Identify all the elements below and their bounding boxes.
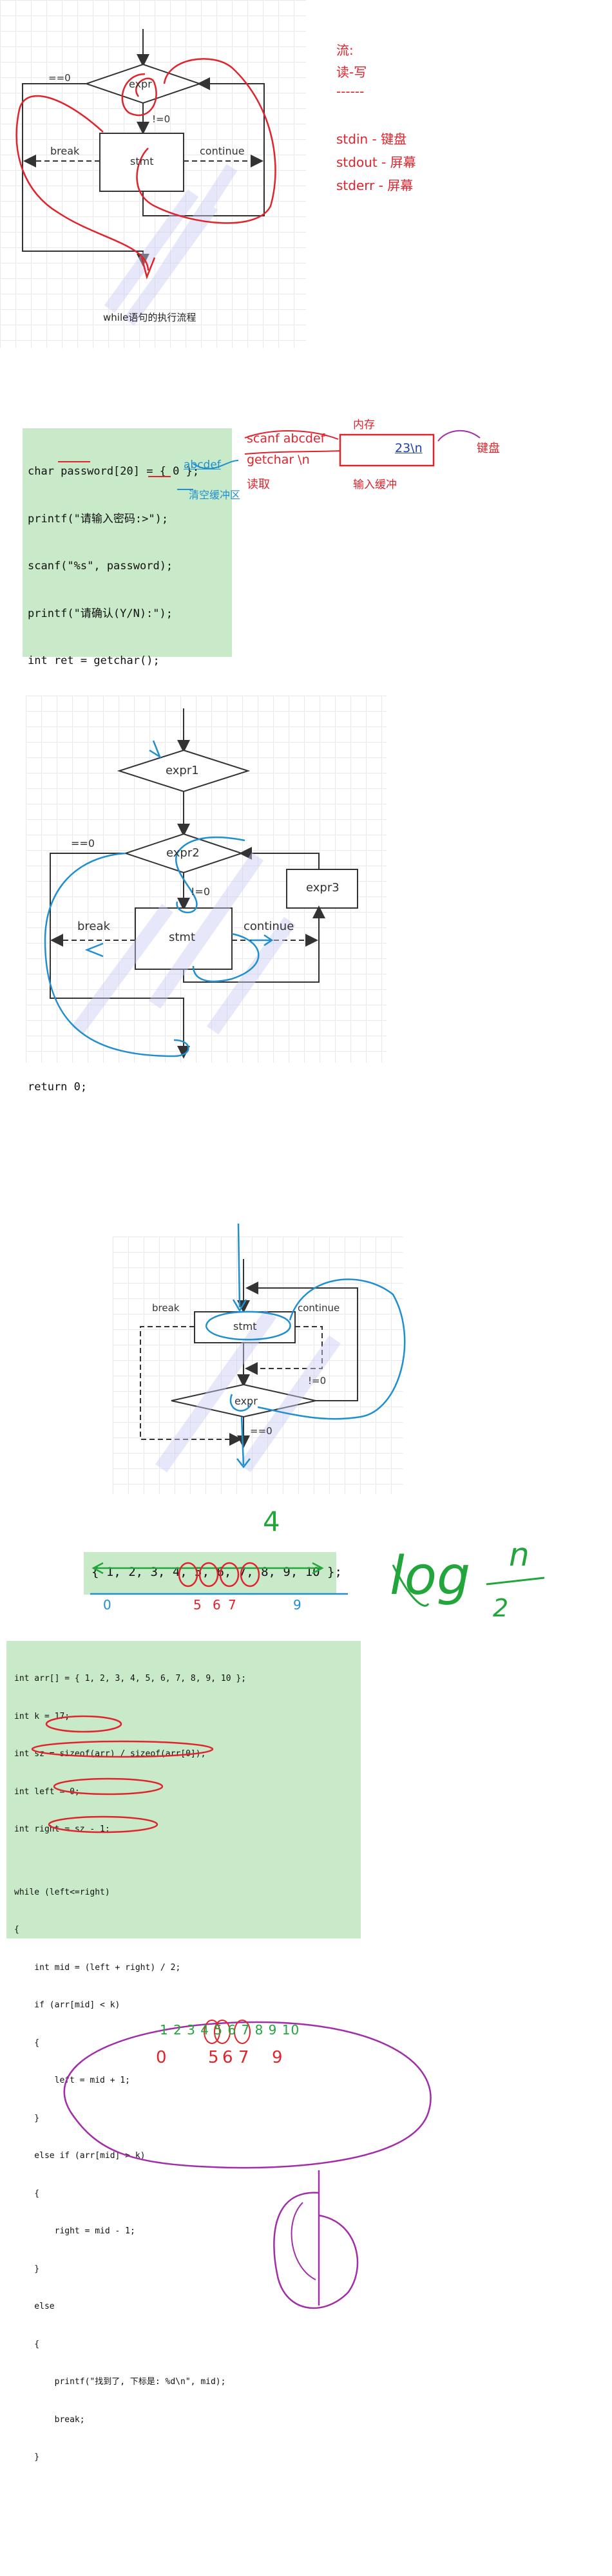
code2-line: { [14,2038,40,2048]
search-idx-9: 9 [293,1597,301,1613]
search-idx-7: 7 [228,1597,236,1613]
code2-line: break; [14,2414,85,2425]
stream-note-stderr: stderr - 屏幕 [336,178,414,193]
flow3-break-label: break [152,1302,180,1314]
buffer-scanf: scanf abcdef [247,431,325,446]
flow2-ne0-label: !=0 [191,886,210,898]
log-text: log [390,1546,471,1607]
flow1-continue-label: continue [200,145,245,157]
code1-line: char password[20] = { 0 }; [28,465,200,478]
input-buffer-box [339,433,435,467]
code2-line: int left = 0; [14,1786,80,1797]
search-four: 4 [263,1506,280,1537]
code2-line: if (arr[mid] < k) [14,2000,120,2010]
sketch-idx-6: 6 [222,2048,233,2067]
code2-line: { [14,2339,40,2349]
flow1-stmt-label: stmt [130,155,154,167]
buffer-getchar: getchar \n [247,453,310,467]
stream-note-line3: ------ [336,84,365,99]
flow1-caption: while语句的执行流程 [103,312,196,323]
code2-line: } [14,2113,40,2123]
buffer-annotations [58,430,481,490]
log-exponent: n [509,1536,530,1573]
code-block-binary-search: int arr[] = { 1, 2, 3, 4, 5, 6, 7, 8, 9,… [6,1641,361,2462]
flow2-eq0-label: ==0 [71,837,95,849]
flow2-break-label: break [77,920,110,933]
buffer-input-label: 输入缓冲 [353,478,397,491]
flow1-ne0-label: !=0 [152,113,171,125]
code2-line: } [14,2452,40,2462]
code2-annotations [31,1715,214,1833]
expr3-box [286,869,358,909]
flow3-expr-label: expr [234,1395,258,1407]
buffer-clear: 清空缓冲区 [189,489,241,501]
stream-note-stdout: stdout - 屏幕 [336,155,416,170]
stream-note-line2: 读-写 [336,64,367,80]
log-base: 2 [493,1594,509,1622]
code2-line: while (left<=right) [14,1887,110,1897]
flow2-expr3-label: expr3 [306,881,339,895]
code1-line: printf("请输入密码:>"); [28,512,169,526]
stream-note-line1: 流: [336,43,354,58]
code2-line: int arr[] = { 1, 2, 3, 4, 5, 6, 7, 8, 9,… [14,1674,247,1683]
flowchart-for-lines [44,708,358,1059]
flowchart-while-lines [15,29,276,326]
search-idx-5: 5 [193,1597,202,1613]
code2-line: left = mid + 1; [14,2076,131,2085]
flow2-continue-label: continue [244,920,294,933]
buffer-abcdef: abcdef [184,459,221,471]
purple-sketch [63,2020,432,2309]
sketch-idx-9: 9 [272,2048,283,2067]
buffer-keyboard: 键盘 [477,442,500,455]
stream-note-stdin: stdin - 键盘 [336,131,407,147]
flow2-stmt-label: stmt [169,931,196,944]
code2-line: } [14,2264,40,2274]
stmt-box [99,133,184,192]
search-idx-0: 0 [103,1597,111,1613]
flow1-eq0-label: ==0 [48,72,71,84]
code1-line: printf("请确认(Y/N):"); [28,607,173,620]
flow3-continue-label: continue [298,1302,340,1314]
buffer-memory: 内存 [353,419,375,431]
buffer-read: 读取 [247,478,270,491]
flow1-expr-label: expr [129,78,152,90]
array-box [84,1552,336,1595]
flow2-expr1-label: expr1 [166,764,199,777]
code2-line: else [14,2302,55,2311]
code2-line: printf("找到了, 下标是: %d\n", mid); [14,2377,226,2387]
flow3-stmt-label: stmt [233,1320,257,1332]
code2-line: right = mid - 1; [14,2226,135,2236]
sketch-idx-7: 7 [238,2048,249,2067]
buffer-content: 23\n [395,441,423,455]
code2-line: int mid = (left + right) / 2; [14,1962,181,1973]
sketch-idx-0: 0 [156,2048,167,2067]
sketch-numbers: 1 2 3 4 5 6 7 8 9 10 [160,2022,300,2038]
flow2-expr2-label: expr2 [166,846,200,860]
code1-line: scanf("%s", password); [28,560,173,573]
flow3-eq0-label: ==0 [250,1425,273,1437]
array-annotations [90,1562,545,1607]
for-stmt-box [135,907,233,970]
code2-line: { [14,2188,40,2199]
flow3-ne0-label: !=0 [308,1375,327,1387]
code2-line: { [14,1925,19,1935]
sketch-idx-5: 5 [208,2048,219,2067]
search-idx-6: 6 [213,1597,221,1613]
flowchart-dowhile-lines [140,1223,406,1473]
code1-line: int ret = getchar(); [28,654,160,667]
flow1-break-label: break [50,145,80,157]
code1-line: return 0; [28,1080,88,1094]
